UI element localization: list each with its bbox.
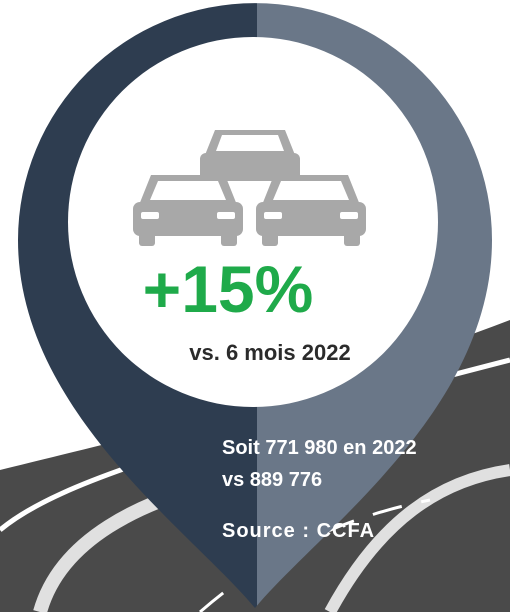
detail-line: vs 889 776 xyxy=(222,469,322,491)
inner-circle xyxy=(68,37,438,407)
headline: +15% xyxy=(143,252,314,326)
subtitle: vs. 6 mois 2022 xyxy=(189,340,350,365)
source: Source : CCFA xyxy=(222,520,375,542)
detail-line: Soit 771 980 en 2022 xyxy=(222,437,417,459)
cars-icon xyxy=(133,130,366,246)
